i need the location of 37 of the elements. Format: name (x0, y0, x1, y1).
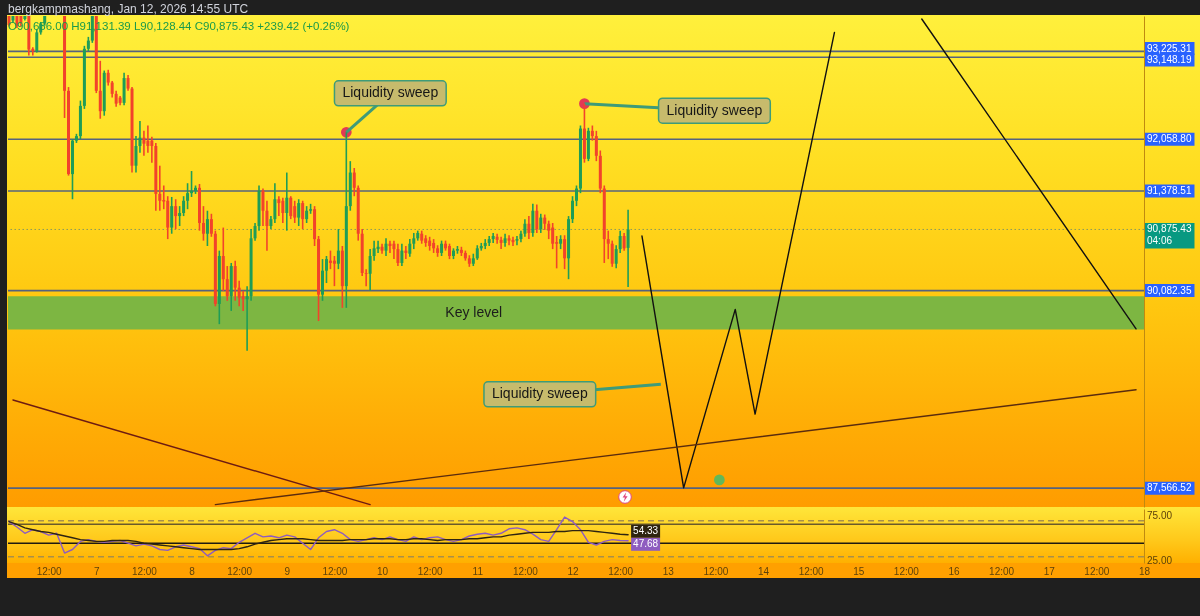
line-series (8, 516, 629, 557)
x-tick-label: 10 (376, 565, 389, 577)
x-tick-label: 11 (472, 565, 484, 577)
x-tick-label: 8 (189, 565, 196, 577)
x-tick-label: 17 (1043, 565, 1056, 577)
x-tick-label: 12 (567, 565, 580, 577)
x-tick-label: 12:00 (798, 565, 825, 577)
x-tick-label: 12:00 (322, 565, 348, 577)
y-tick-label: 25.00 (1147, 555, 1173, 567)
x-tick-label: 12:00 (417, 565, 444, 577)
text: 04:06 (1147, 235, 1173, 247)
x-tick-label: 12:00 (989, 565, 1015, 577)
x-tick-label: 13 (662, 565, 675, 577)
band-label: Key level (445, 303, 503, 320)
x-tick-label: 12:00 (1084, 565, 1110, 577)
annotation: Liquidity sweep (666, 101, 763, 118)
x-tick-label: 16 (948, 565, 961, 577)
annotation: Liquidity sweep (342, 84, 439, 101)
annotation: Liquidity sweep (491, 385, 588, 402)
x-tick-label: 12:00 (227, 565, 253, 577)
point (714, 474, 725, 486)
x-tick-label: 12:00 (512, 565, 539, 577)
x-tick-label: 12:00 (703, 565, 729, 577)
line-series (641, 31, 836, 489)
x-tick-label: 12:00 (36, 565, 63, 577)
line-series (8, 520, 629, 551)
x-tick-label: 14 (757, 565, 770, 577)
x-tick-label: 12:00 (608, 565, 634, 577)
x-tick-label: 12:00 (131, 565, 158, 577)
x-tick-label: 7 (94, 565, 101, 577)
x-tick-label: 18 (1138, 565, 1151, 577)
y-tick-label: 90,875.43 (1147, 223, 1192, 235)
x-tick-label: 15 (853, 565, 865, 577)
y-tick-label: 75.00 (1147, 510, 1173, 522)
x-tick-label: 12:00 (893, 565, 920, 577)
x-tick-label: 9 (284, 565, 291, 577)
chart-title: bergkampmashang, Jan 12, 2026 14:55 UTC (8, 1, 249, 16)
